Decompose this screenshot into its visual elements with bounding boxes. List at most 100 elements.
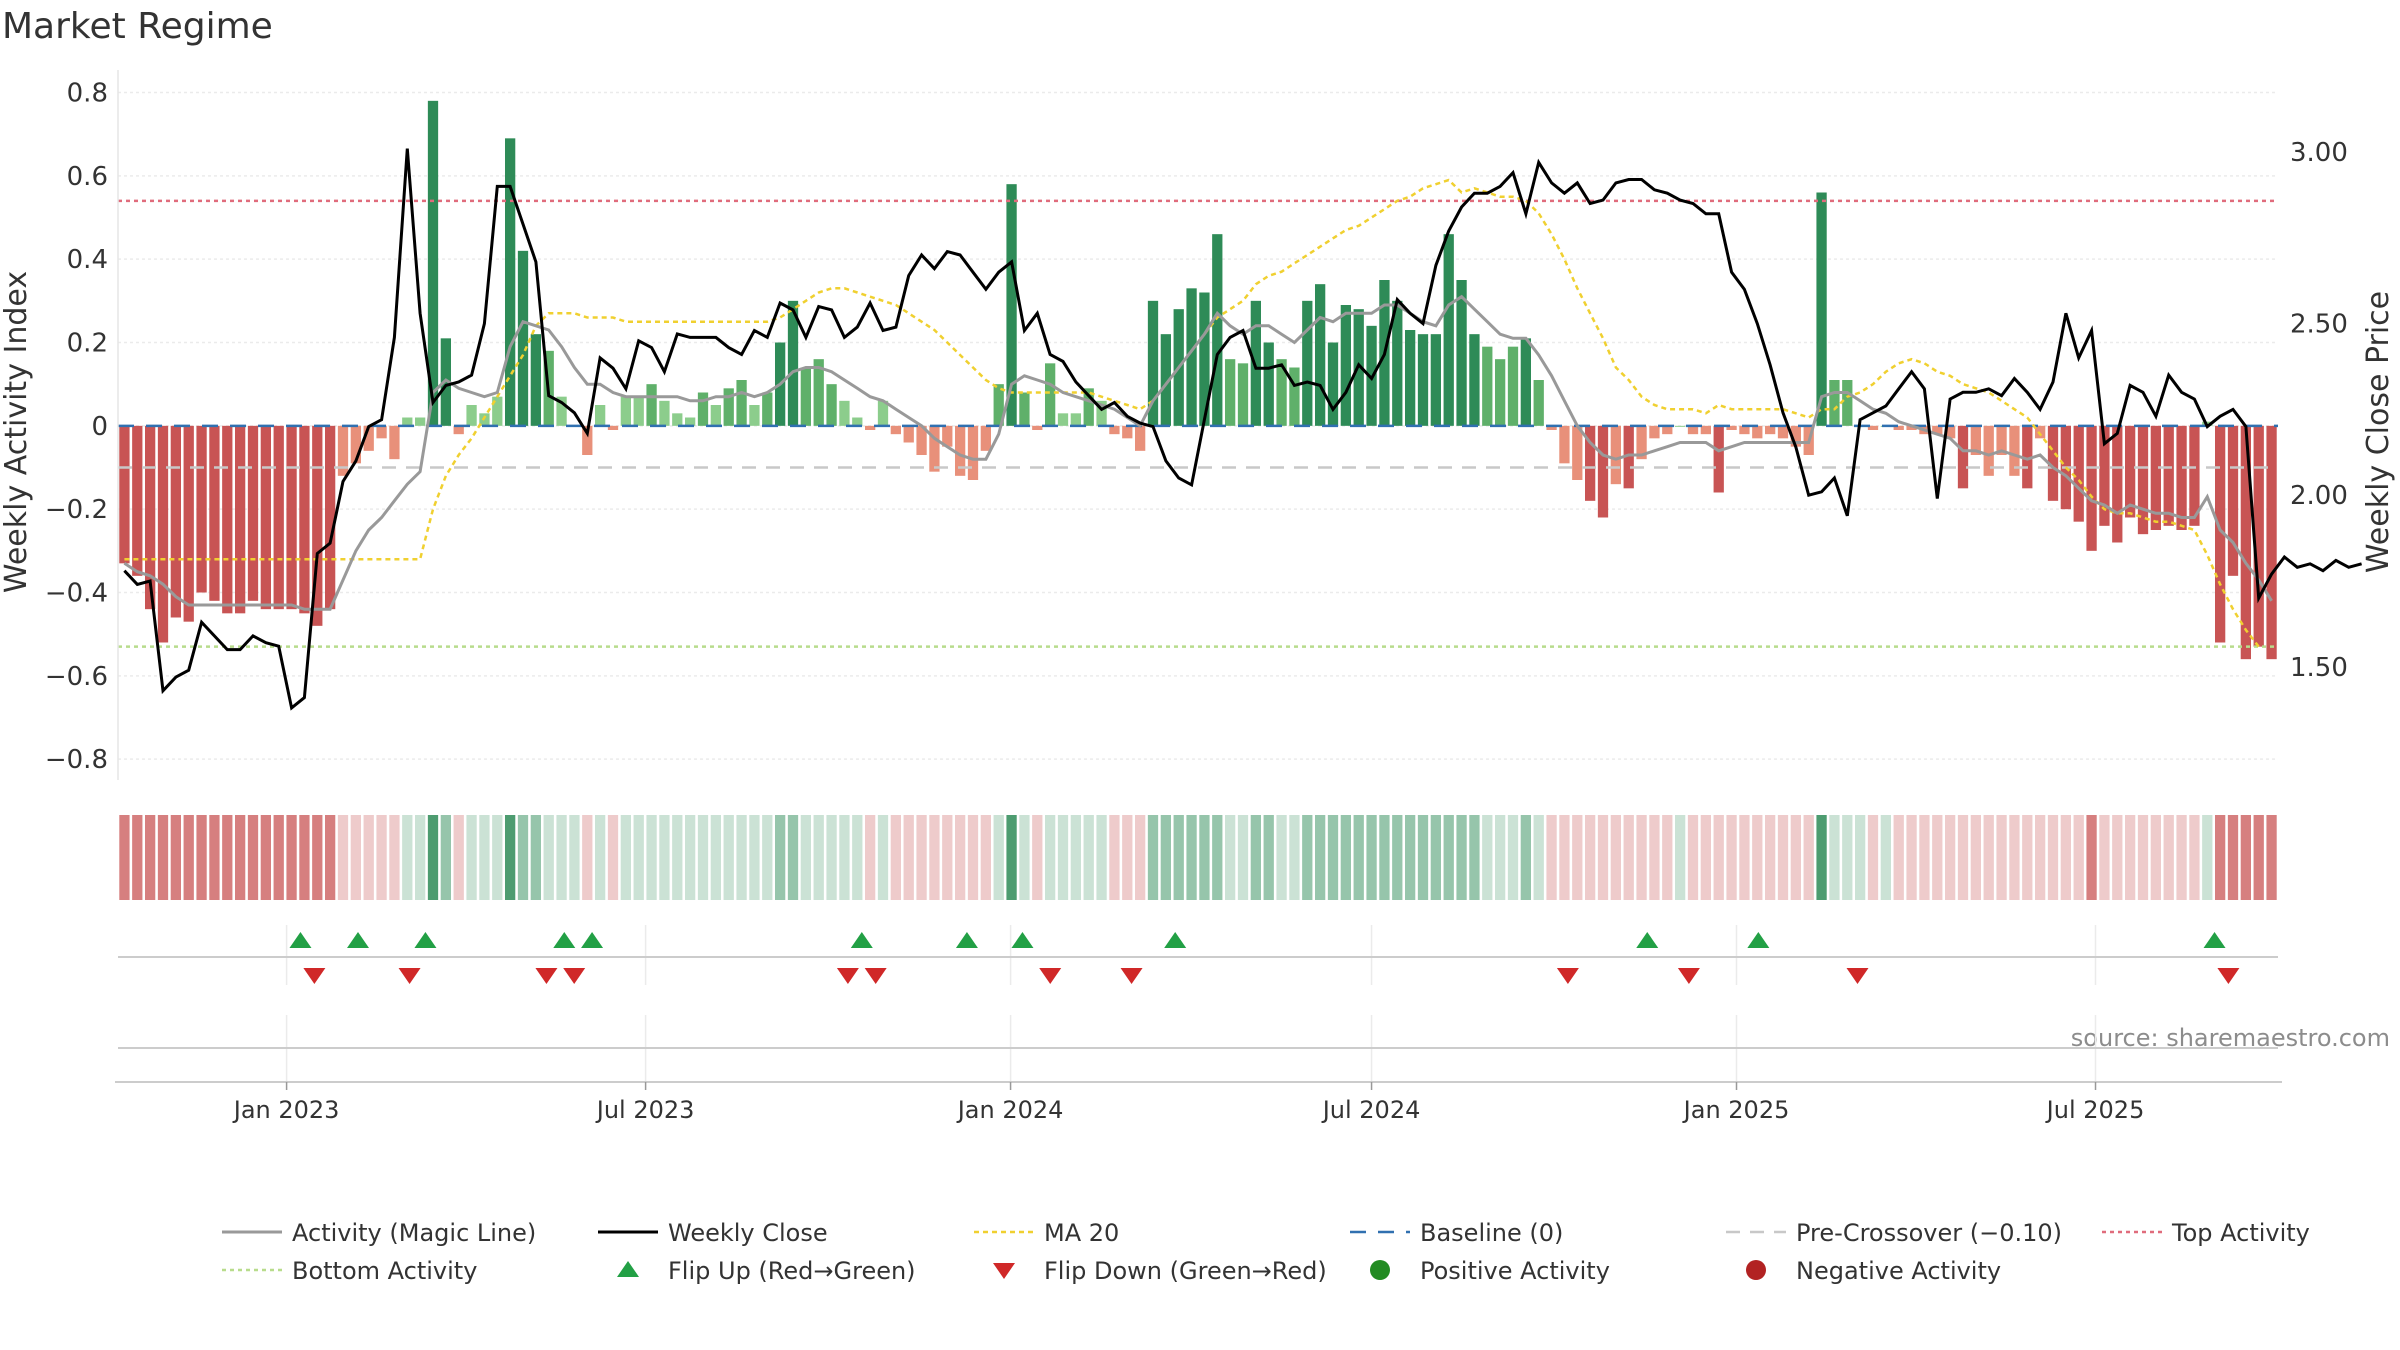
regime-cell <box>1945 815 1956 900</box>
regime-cell <box>505 815 516 900</box>
regime-cell <box>685 815 696 900</box>
flip-up-marker <box>1636 932 1659 948</box>
reference-lines <box>118 199 2278 648</box>
flip-up-marker <box>347 932 369 948</box>
regime-cell <box>710 815 721 900</box>
activity-bar <box>697 392 709 426</box>
regime-cell <box>466 815 477 900</box>
legend-label: Activity (Magic Line) <box>292 1219 536 1247</box>
activity-bar <box>157 425 169 643</box>
regime-cell <box>1983 815 1994 900</box>
regime-cell <box>775 815 786 900</box>
activity-bar <box>993 384 1004 426</box>
activity-bar <box>312 425 323 626</box>
y-tick-label: 0.6 <box>67 162 108 192</box>
regime-cell <box>1919 815 1930 900</box>
activity-bar <box>170 425 181 618</box>
activity-bar <box>1006 184 1017 426</box>
regime-cell <box>1546 815 1557 900</box>
activity-bar <box>235 425 246 614</box>
regime-cell <box>1057 815 1069 900</box>
regime-cell <box>955 815 966 900</box>
regime-cell <box>890 815 901 900</box>
y-tick-label: 0.4 <box>67 245 108 275</box>
regime-cell <box>1096 815 1107 900</box>
regime-cell <box>1006 815 1017 900</box>
activity-bar <box>1340 305 1351 426</box>
regime-cell <box>260 815 271 900</box>
activity-bar <box>1109 425 1120 435</box>
activity-bars <box>119 100 2277 660</box>
y-tick-label: −0.6 <box>45 662 108 692</box>
flip-down-marker <box>303 968 326 984</box>
activity-bar <box>1662 425 1673 435</box>
activity-bar <box>1225 359 1236 426</box>
activity-bar <box>2163 425 2174 526</box>
x-tick-label: Jan 2025 <box>1682 1096 1790 1124</box>
regime-cell <box>607 815 619 900</box>
regime-cell <box>2215 815 2226 900</box>
regime-cell <box>1019 815 1030 900</box>
regime-cell <box>1700 815 1711 900</box>
regime-cell <box>1237 815 1249 900</box>
regime-cell <box>170 815 181 900</box>
activity-bar <box>2189 425 2200 526</box>
activity-bar <box>466 405 477 426</box>
y2-tick-label: 2.50 <box>2290 310 2348 340</box>
flip-down-marker <box>535 968 558 984</box>
activity-bar <box>2022 425 2033 489</box>
activity-bar <box>1996 425 2007 455</box>
activity-bar <box>1945 425 1956 439</box>
activity-bar <box>1456 280 1467 426</box>
activity-bar <box>916 425 927 455</box>
activity-bar <box>2227 425 2239 576</box>
activity-bar <box>1482 346 1493 426</box>
activity-bar <box>2137 425 2149 535</box>
magic-line <box>123 294 2273 611</box>
activity-bar <box>1263 342 1274 426</box>
activity-bar <box>132 425 143 576</box>
regime-cell <box>1803 815 1814 900</box>
regime-cell <box>402 815 413 900</box>
regime-cell <box>1507 815 1519 900</box>
legend-item-magic-line: Activity (Magic Line) <box>222 1219 536 1247</box>
activity-bar <box>2086 425 2097 551</box>
regime-cell <box>415 815 426 900</box>
regime-cell <box>1302 815 1313 900</box>
regime-cell <box>273 815 284 900</box>
regime-cell <box>1932 815 1943 900</box>
regime-cell <box>1469 815 1480 900</box>
activity-bar <box>1700 425 1711 435</box>
activity-bar <box>1983 425 1994 476</box>
ma20-line <box>124 178 2260 648</box>
activity-bar <box>1790 425 1801 447</box>
activity-bar <box>1289 367 1300 426</box>
regime-cell <box>749 815 760 900</box>
activity-bar <box>337 425 349 476</box>
activity-bar <box>1932 425 1943 435</box>
regime-cell <box>2150 815 2161 900</box>
legend-swatch <box>617 1261 639 1277</box>
activity-bar <box>1495 359 1506 426</box>
activity-bar <box>1585 425 1596 501</box>
activity-bar <box>620 396 631 426</box>
activity-bar <box>2047 425 2059 501</box>
activity-bar <box>1520 338 1531 426</box>
activity-bar <box>119 425 130 564</box>
chart-title: Market Regime <box>2 6 273 47</box>
activity-bar <box>363 425 374 451</box>
regime-cell <box>1585 815 1596 900</box>
activity-bar <box>1829 380 1840 426</box>
regime-cell <box>1893 815 1904 900</box>
activity-bar <box>749 405 760 426</box>
regime-cell <box>1263 815 1274 900</box>
regime-cell <box>1340 815 1351 900</box>
regime-cell <box>723 815 734 900</box>
regime-cell <box>1173 815 1184 900</box>
regime-cell <box>967 815 979 900</box>
legend-label: Flip Up (Red→Green) <box>668 1257 916 1285</box>
regime-cell <box>1212 815 1223 900</box>
regime-cell <box>1366 815 1377 900</box>
regime-cell <box>312 815 323 900</box>
